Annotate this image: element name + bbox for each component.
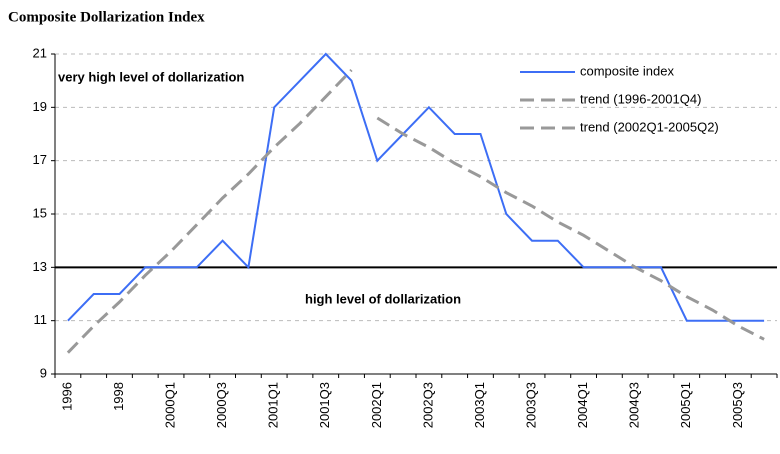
x-tick-label: 2000Q3 xyxy=(214,382,229,428)
x-tick-label: 2002Q1 xyxy=(369,382,384,428)
x-tick-label: 2001Q1 xyxy=(266,382,281,428)
legend-label: trend (2002Q1-2005Q2) xyxy=(580,119,719,134)
annotation: high level of dollarization xyxy=(305,291,461,306)
x-tick-label: 2005Q3 xyxy=(730,382,745,428)
series-line xyxy=(67,52,765,322)
y-tick-label: 21 xyxy=(33,45,47,60)
x-tick-label: 1998 xyxy=(111,382,126,411)
x-tick-label: 2001Q3 xyxy=(317,382,332,428)
x-tick-label: 2000Q1 xyxy=(162,382,177,428)
y-tick-label: 13 xyxy=(33,259,47,274)
x-tick-label: 2004Q1 xyxy=(575,382,590,428)
y-tick-label: 9 xyxy=(40,365,47,380)
y-tick-label: 17 xyxy=(33,152,47,167)
annotation: very high level of dollarization xyxy=(58,69,244,84)
x-tick-label: 2005Q1 xyxy=(678,382,693,428)
y-tick-label: 11 xyxy=(34,312,48,327)
x-tick-label: 2002Q3 xyxy=(420,382,435,428)
legend-label: composite index xyxy=(580,63,674,78)
legend-label: trend (1996-2001Q4) xyxy=(580,91,701,106)
x-tick-label: 1996 xyxy=(59,382,74,411)
x-tick-label: 2003Q3 xyxy=(523,382,538,428)
chart-title: Composite Dollarization Index xyxy=(8,9,205,25)
x-tick-label: 2004Q3 xyxy=(627,382,642,428)
y-tick-label: 15 xyxy=(33,205,47,220)
series-line xyxy=(66,68,353,354)
y-tick-label: 19 xyxy=(33,99,47,114)
x-tick-label: 2003Q1 xyxy=(472,382,487,428)
series-line xyxy=(376,116,765,341)
